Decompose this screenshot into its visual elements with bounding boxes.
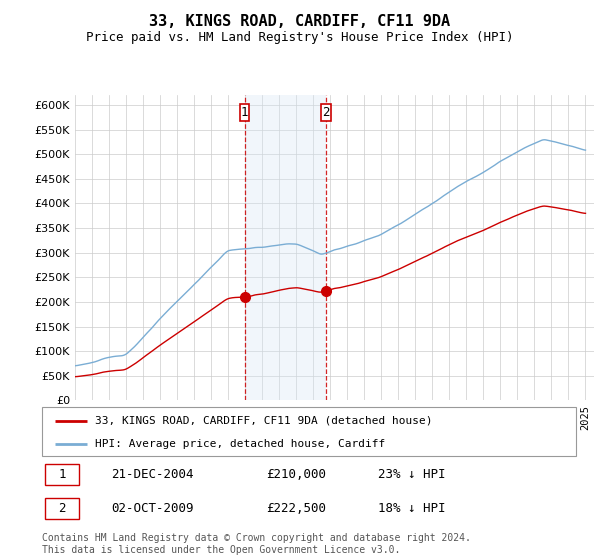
- Text: HPI: Average price, detached house, Cardiff: HPI: Average price, detached house, Card…: [95, 439, 386, 449]
- Text: 1: 1: [241, 106, 248, 119]
- Bar: [245, 95, 326, 400]
- Text: 23% ↓ HPI: 23% ↓ HPI: [379, 468, 446, 481]
- FancyBboxPatch shape: [42, 407, 576, 456]
- Text: 1: 1: [58, 468, 66, 481]
- Text: 33, KINGS ROAD, CARDIFF, CF11 9DA (detached house): 33, KINGS ROAD, CARDIFF, CF11 9DA (detac…: [95, 416, 433, 426]
- Text: 21-DEC-2004: 21-DEC-2004: [112, 468, 194, 481]
- Text: Contains HM Land Registry data © Crown copyright and database right 2024.
This d: Contains HM Land Registry data © Crown c…: [42, 533, 471, 555]
- Text: Price paid vs. HM Land Registry's House Price Index (HPI): Price paid vs. HM Land Registry's House …: [86, 31, 514, 44]
- FancyBboxPatch shape: [44, 464, 79, 485]
- FancyBboxPatch shape: [240, 104, 250, 121]
- Text: 2: 2: [322, 106, 330, 119]
- Text: 18% ↓ HPI: 18% ↓ HPI: [379, 502, 446, 515]
- FancyBboxPatch shape: [44, 498, 79, 519]
- Text: 02-OCT-2009: 02-OCT-2009: [112, 502, 194, 515]
- Text: £210,000: £210,000: [266, 468, 326, 481]
- Text: 33, KINGS ROAD, CARDIFF, CF11 9DA: 33, KINGS ROAD, CARDIFF, CF11 9DA: [149, 14, 451, 29]
- Text: 2: 2: [58, 502, 66, 515]
- Text: £222,500: £222,500: [266, 502, 326, 515]
- FancyBboxPatch shape: [322, 104, 331, 121]
